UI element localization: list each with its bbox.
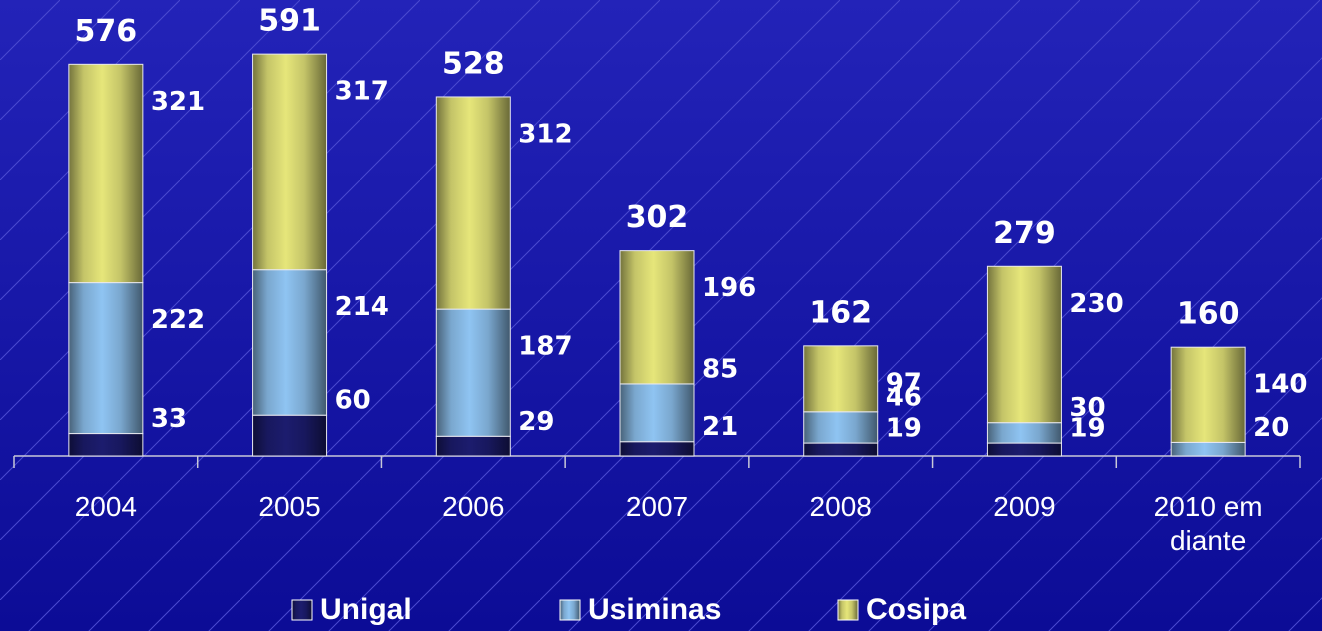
x-tick-label: 2007 bbox=[625, 491, 689, 522]
bar-segment bbox=[1170, 346, 1246, 443]
data-label: 317 bbox=[335, 77, 389, 107]
data-label: 214 bbox=[335, 292, 389, 322]
data-label: 187 bbox=[518, 332, 572, 362]
legend-label: Usiminas bbox=[588, 593, 721, 626]
data-label: 196 bbox=[702, 273, 756, 303]
data-label: 46 bbox=[886, 382, 922, 412]
bar-segment bbox=[68, 282, 144, 435]
bar-segment bbox=[435, 308, 511, 437]
data-label: 30 bbox=[1069, 393, 1105, 423]
bar-segment bbox=[252, 269, 328, 416]
data-label: 60 bbox=[335, 386, 371, 416]
total-label: 302 bbox=[626, 200, 689, 235]
total-label: 528 bbox=[442, 46, 505, 81]
data-label: 19 bbox=[1069, 414, 1105, 444]
legend-label: Cosipa bbox=[866, 593, 966, 626]
data-label: 85 bbox=[702, 354, 738, 384]
bar-segment bbox=[986, 265, 1062, 424]
total-label: 279 bbox=[993, 216, 1056, 251]
bar-segment bbox=[1170, 441, 1246, 457]
data-label: 312 bbox=[518, 119, 572, 149]
legend-swatch bbox=[559, 599, 581, 621]
x-tick-label: 2008 bbox=[809, 491, 872, 522]
x-tick-label: 2009 bbox=[993, 491, 1056, 522]
bar-segment bbox=[619, 250, 695, 385]
data-label: 222 bbox=[151, 305, 205, 335]
bar-segment bbox=[986, 442, 1062, 457]
bar-segment bbox=[435, 435, 511, 457]
bar-segment bbox=[435, 96, 511, 310]
data-label: 321 bbox=[151, 87, 205, 117]
data-label: 29 bbox=[518, 407, 554, 437]
x-tick-label: 2005 bbox=[258, 491, 321, 522]
legend-swatch bbox=[837, 599, 859, 621]
x-tick-label: 2010 em diante bbox=[1153, 491, 1263, 556]
x-tick-label: 2006 bbox=[442, 491, 505, 522]
bar-segment bbox=[986, 422, 1062, 444]
bar-segment bbox=[803, 345, 879, 413]
total-label: 160 bbox=[1177, 297, 1240, 332]
bar-segment bbox=[619, 441, 695, 457]
bar-segment bbox=[252, 414, 328, 457]
total-label: 591 bbox=[258, 4, 321, 39]
bar-segment bbox=[68, 433, 144, 457]
data-label: 33 bbox=[151, 404, 187, 434]
bar-segment bbox=[68, 63, 144, 284]
data-label: 19 bbox=[886, 414, 922, 444]
bar-segment bbox=[803, 411, 879, 444]
bar-segment bbox=[803, 442, 879, 457]
data-label: 20 bbox=[1253, 413, 1289, 443]
legend-label: Unigal bbox=[320, 593, 412, 626]
data-label: 97 bbox=[886, 368, 922, 398]
bar-segment bbox=[252, 53, 328, 271]
data-label: 140 bbox=[1253, 370, 1307, 400]
data-label: 230 bbox=[1069, 289, 1123, 319]
legend-swatch bbox=[291, 599, 313, 621]
total-label: 576 bbox=[75, 14, 138, 49]
total-label: 162 bbox=[809, 295, 872, 330]
bar-segment bbox=[619, 383, 695, 443]
data-label: 21 bbox=[702, 412, 738, 442]
x-tick-label: 2004 bbox=[74, 491, 137, 522]
